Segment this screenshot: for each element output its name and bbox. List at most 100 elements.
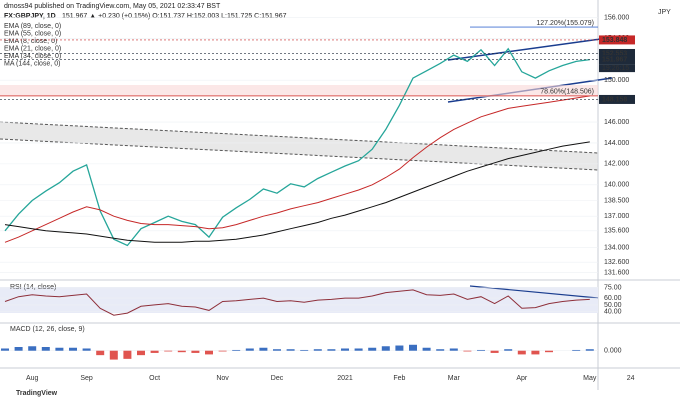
series-line [4,289,590,316]
y-tick-label: 138.500 [604,197,629,204]
histogram-bar [463,350,472,352]
histogram-bar [259,347,268,351]
price-tag-label: 152.553 [602,50,627,57]
legend: EMA (89, close, 0)EMA (55, close, 0)EMA … [4,23,61,68]
histogram-bar [381,346,390,351]
y-tick-label: 134.000 [604,244,629,251]
histogram-bar [395,345,404,351]
channel-line [447,36,616,61]
trend-band [0,122,598,170]
histogram-bar [96,350,105,356]
price-tag [599,55,635,65]
y-tick-label: 40.00 [604,309,622,316]
x-tick-label: Aug [26,375,39,382]
histogram-bar [313,349,322,351]
x-tick-label: Oct [149,375,160,382]
legend-item: EMA (89, close, 0) [4,23,61,30]
legend-item: MA (144, close, 0) [4,60,60,67]
price-tag [599,35,635,45]
y-tick-label: 146.000 [604,119,629,126]
histogram-bar [41,347,50,351]
histogram-bar [327,349,336,351]
legend-item: EMA (8, close, 0) [4,38,57,45]
y-tick-label: 142.000 [604,161,629,168]
y-tick-label: 60.00 [604,295,622,302]
y-tick-label: 137.000 [604,213,629,220]
x-tick-label: Nov [216,375,229,382]
legend-item: EMA (21, close, 0) [4,45,61,52]
x-tick-label: Feb [393,375,405,382]
histogram-bar [436,349,445,351]
histogram-bar [545,350,553,353]
histogram-bar [1,348,9,351]
legend-item: EMA (55, close, 0) [4,30,61,37]
histogram-bar [286,349,295,351]
y-tick-label: 50.00 [604,302,622,309]
histogram-bar [354,348,363,351]
footer-logo: TradingView [16,390,58,397]
countdown-tag [599,64,635,73]
y-tick-label: 131.600 [604,270,629,277]
histogram-bar [205,350,213,355]
histogram-bar [164,350,173,352]
x-tick-label: Apr [516,375,528,382]
y-tick-label: 156.000 [604,14,629,21]
price-tag-label: 153.848 [602,37,627,44]
histogram-bar [82,348,91,351]
histogram-bar [477,349,485,351]
histogram-bar [572,349,581,351]
y-tick-label: 0.000 [604,348,622,355]
price-tag-label: 148.158 [602,96,627,103]
y-tick-label: 140.000 [604,182,629,189]
quote: 151.967 ▲ +0.230 (+0.15%) O:151.737 H:15… [62,13,287,20]
histogram-bar [490,350,499,353]
histogram-bar [109,350,118,360]
x-tick-label: Dec [271,375,284,382]
series-line [4,95,590,243]
histogram-bar [245,348,254,351]
legend-item: EMA (34, close, 0) [4,53,61,60]
fib-zone [0,85,598,97]
histogram-bar [177,350,186,353]
histogram-bar [422,347,431,351]
series-line [4,47,590,247]
histogram-bar [517,350,526,355]
histogram-bar [585,349,594,351]
histogram-bar [218,350,227,352]
macd-title: MACD (12, 26, close, 9) [10,326,85,333]
y-tick-label: 132.600 [604,259,629,266]
histogram-bar [232,349,241,351]
histogram-bar [69,347,77,351]
currency: JPY [658,9,671,16]
symbol: FX:GBPJPY, 1D [4,13,56,20]
x-tick-label: May [583,375,597,382]
y-tick-label: 144.000 [604,140,629,147]
publisher: dmoss94 published on TradingView.com, Ma… [4,3,221,10]
histogram-bar [150,350,159,353]
price-tag-label: 151.967 [602,56,627,63]
histogram-bar [14,347,23,351]
histogram-bar [28,346,37,351]
histogram-bar [137,350,145,356]
x-tick-label: Sep [80,375,93,382]
rsi-band [0,287,598,313]
x-tick-label: 2021 [337,375,353,382]
rsi-title: RSI (14, close) [10,284,56,291]
histogram-bar [341,348,349,351]
histogram-bar [449,348,458,351]
fib-label: 78.60%(148.506) [540,89,594,96]
price-tag [599,48,635,58]
histogram-bar [368,347,377,351]
x-tick-label: 24 [627,375,635,382]
histogram-bar [123,350,132,359]
histogram-bar [191,350,200,353]
histogram-bar [300,349,309,351]
histogram-bar [504,349,513,351]
y-tick-label: 135.600 [604,228,629,235]
histogram-bar [273,349,281,351]
countdown: 19:26:15 [602,65,629,72]
histogram-bar [409,344,417,351]
price-tag [599,94,635,104]
series-line [4,141,590,243]
